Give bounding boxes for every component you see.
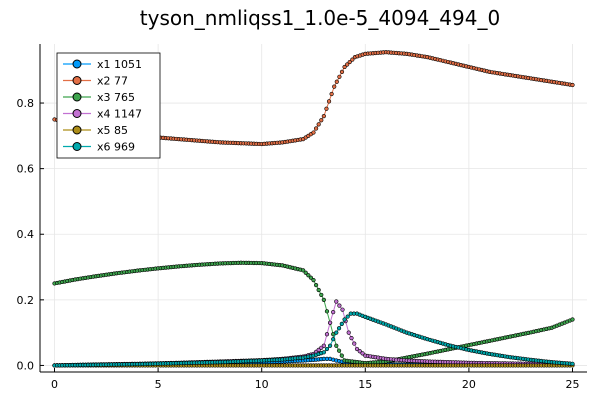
data-point [326,99,332,104]
data-point [324,346,330,352]
legend-label: x2 77 [97,75,128,88]
data-point [319,292,324,298]
x-tick-label: 0 [51,378,58,391]
legend-label: x6 969 [97,141,135,154]
legend: x1 1051 x2 77 x3 765 x4 1147 x5 85 x6 969 [56,52,161,159]
legend-item: x5 85 [63,124,128,137]
data-point [339,321,344,326]
data-point [313,282,319,288]
data-point [570,82,575,88]
data-point [339,353,344,358]
data-point [321,297,326,302]
legend-label: x1 1051 [97,58,142,71]
data-point [311,130,316,135]
series-6 [52,311,575,368]
series-line [54,262,573,364]
x-tick-label: 25 [565,378,579,391]
data-point [349,336,354,341]
data-point [357,349,362,354]
data-point [324,332,330,337]
legend-swatch-marker [72,109,82,118]
data-point [321,114,326,119]
data-point [570,317,575,322]
data-point [345,314,350,319]
legend-label: x5 85 [97,124,128,137]
data-point [350,57,355,62]
data-point [342,64,347,70]
x-tick-label: 15 [358,378,372,391]
legend-swatch-marker [72,92,82,102]
data-point [334,79,339,84]
y-tick-label: 0.4 [17,228,35,241]
data-point [342,317,347,322]
data-point [352,341,357,346]
legend-swatch-marker [72,125,82,135]
data-point [336,326,342,331]
data-point [334,299,339,304]
data-point [303,270,308,275]
y-tick-label: 0.0 [17,359,35,372]
axes: 0 5 10 15 20 25 0.0 0.2 0.4 0.6 0.8 [17,44,587,391]
data-point [347,59,352,65]
data-point [337,303,342,308]
data-point [327,320,333,325]
data-point [337,74,342,79]
data-point [339,69,345,74]
data-point [345,62,350,67]
data-point [311,278,316,283]
data-point [327,343,333,348]
data-point [332,84,337,89]
data-point [321,350,326,355]
data-point [324,106,329,111]
data-point [329,91,334,97]
legend-item: x6 969 [63,141,135,154]
data-point [316,122,321,127]
legend-box [56,52,161,159]
legend-item: x1 1051 [63,58,142,71]
x-tick-label: 20 [462,378,476,391]
data-point [321,343,326,348]
data-point [301,268,306,273]
legend-label: x4 1147 [97,108,142,121]
legend-item: x2 77 [63,75,128,88]
data-point [308,275,314,280]
series-3 [52,260,575,366]
y-tick-label: 0.2 [17,294,35,307]
data-point [354,346,360,352]
data-point [316,287,321,293]
data-point [336,348,342,353]
data-point [340,307,345,312]
data-point [331,310,336,315]
data-point [334,343,339,348]
legend-swatch-marker [72,76,82,85]
legend-swatch-marker [72,142,82,151]
data-point [334,330,339,335]
chart-title: tyson_nmliqss1_1.0e-5_4094_494_0 [140,6,500,30]
data-point [319,118,324,123]
y-tick-label: 0.6 [17,163,35,176]
legend-label: x3 765 [97,91,135,104]
data-point [360,351,365,356]
x-tick-label: 10 [255,378,269,391]
data-point [324,309,330,314]
data-point [306,273,311,278]
legend-item: x3 765 [63,91,135,104]
data-point [570,361,575,366]
plot-area [52,50,575,368]
legend-item: x4 1147 [63,108,142,121]
data-point [313,126,319,131]
data-point [331,337,336,342]
x-tick-label: 5 [155,378,162,391]
data-point [346,330,351,335]
y-tick-label: 0.8 [17,97,35,110]
legend-swatch-marker [72,59,82,69]
